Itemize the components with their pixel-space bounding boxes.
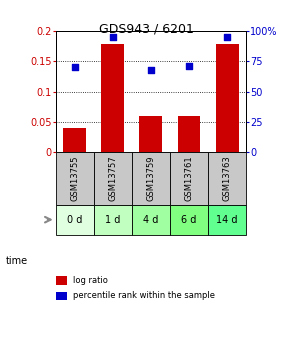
Text: 14 d: 14 d xyxy=(216,215,238,225)
Text: percentile rank within the sample: percentile rank within the sample xyxy=(73,291,215,300)
Text: 6 d: 6 d xyxy=(181,215,197,225)
Text: 4 d: 4 d xyxy=(143,215,159,225)
Bar xyxy=(56,205,94,235)
Bar xyxy=(94,205,132,235)
Point xyxy=(110,34,115,40)
Bar xyxy=(132,205,170,235)
Bar xyxy=(170,205,208,235)
Text: GDS943 / 6201: GDS943 / 6201 xyxy=(99,22,194,36)
Text: GSM13761: GSM13761 xyxy=(185,156,193,201)
Bar xyxy=(132,152,170,205)
Bar xyxy=(56,152,94,205)
Bar xyxy=(178,116,200,152)
Text: 1 d: 1 d xyxy=(105,215,120,225)
Bar xyxy=(101,45,124,152)
Bar xyxy=(94,152,132,205)
Text: GSM13757: GSM13757 xyxy=(108,156,117,201)
Bar xyxy=(216,45,239,152)
Text: GSM13759: GSM13759 xyxy=(146,156,155,201)
Point xyxy=(187,63,191,69)
Bar xyxy=(139,116,162,152)
Bar xyxy=(63,128,86,152)
Bar xyxy=(208,205,246,235)
Point xyxy=(225,34,229,40)
Text: log ratio: log ratio xyxy=(73,276,108,285)
Text: time: time xyxy=(6,256,28,266)
Text: GSM13755: GSM13755 xyxy=(70,156,79,201)
Point xyxy=(149,67,153,72)
Text: GSM13763: GSM13763 xyxy=(223,156,231,201)
Point xyxy=(72,65,77,70)
Text: 0 d: 0 d xyxy=(67,215,82,225)
Bar xyxy=(208,152,246,205)
Bar xyxy=(170,152,208,205)
